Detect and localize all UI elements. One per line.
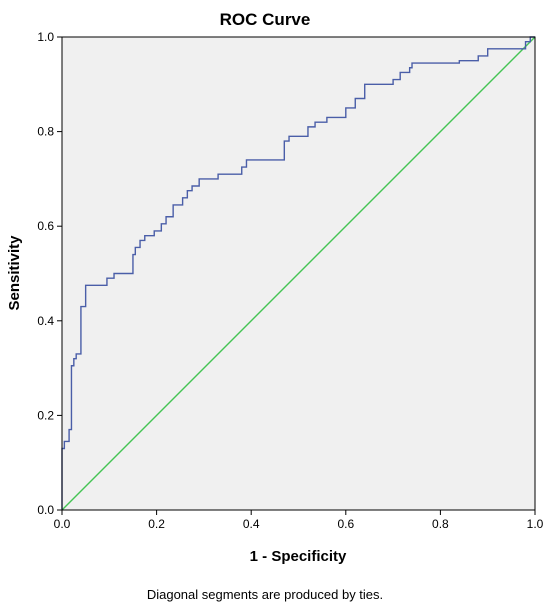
y-tick-label: 0.0 (37, 503, 54, 517)
chart-title: ROC Curve (220, 10, 311, 29)
roc-curve-line (61, 36, 535, 510)
y-axis-ticks: 0.0 0.2 0.4 0.6 0.8 1.0 (37, 30, 62, 517)
y-tick-label: 0.6 (37, 219, 54, 233)
x-tick-label: 0.4 (243, 517, 260, 531)
x-tick-label: 1.0 (527, 517, 544, 531)
footnote-text: Diagonal segments are produced by ties. (147, 587, 383, 602)
x-axis-label: 1 - Specificity (250, 548, 347, 565)
x-tick-label: 0.2 (148, 517, 165, 531)
reference-diagonal-line (61, 36, 536, 511)
x-axis-ticks: 0.0 0.2 0.4 0.6 0.8 1.0 (54, 510, 544, 531)
x-tick-label: 0.8 (432, 517, 449, 531)
y-tick-label: 0.2 (37, 408, 54, 422)
y-axis-label: Sensitivity (6, 235, 23, 311)
plot-frame (61, 36, 536, 511)
y-tick-label: 0.8 (37, 125, 54, 139)
y-tick-label: 1.0 (37, 30, 54, 44)
x-tick-label: 0.6 (337, 517, 354, 531)
x-tick-label: 0.0 (54, 517, 71, 531)
y-tick-label: 0.4 (37, 314, 54, 328)
